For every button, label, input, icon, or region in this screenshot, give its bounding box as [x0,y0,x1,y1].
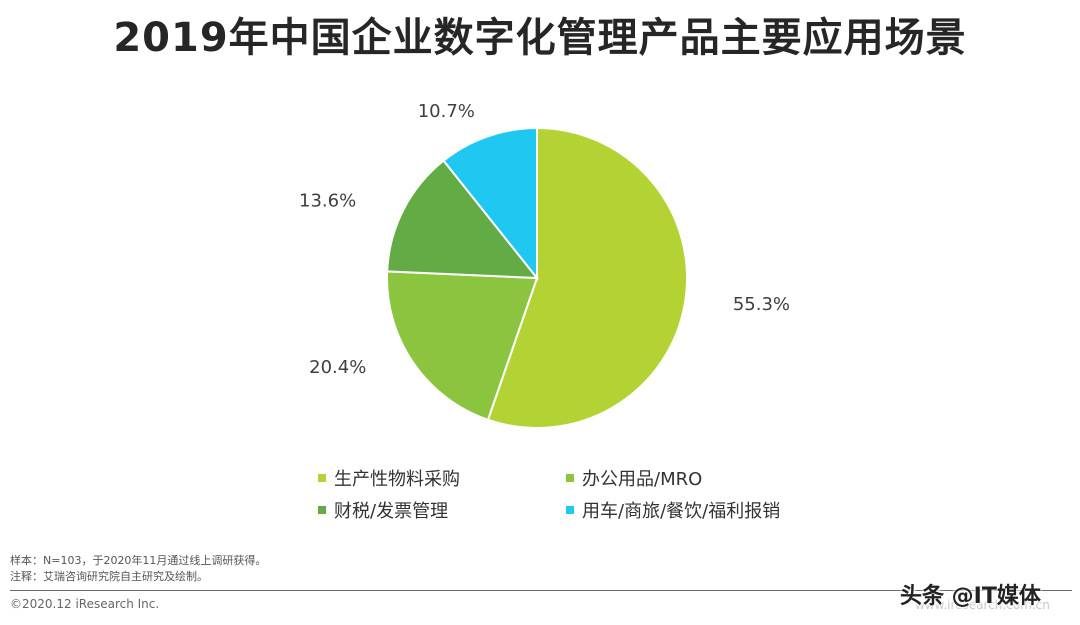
copyright: ©2020.12 iResearch Inc. [10,597,160,611]
legend-item-office-mro: 办公用品/MRO [566,466,826,490]
legend-item-travel-expense: 用车/商旅/餐饮/福利报销 [566,498,826,522]
legend: 生产性物料采购 办公用品/MRO 财税/发票管理 用车/商旅/餐饮/福利报销 [318,466,838,522]
footer-divider [10,590,1072,591]
legend-swatch [318,506,326,514]
legend-label: 财税/发票管理 [334,501,449,522]
legend-label: 用车/商旅/餐饮/福利报销 [582,501,781,522]
legend-label: 办公用品/MRO [582,469,703,490]
legend-item-procurement: 生产性物料采购 [318,466,566,490]
pie-slice [442,126,538,281]
legend-swatch [318,474,326,482]
data-label: 20.4% [309,357,366,378]
footnotes: 样本：N=103，于2020年11月通过线上调研获得。 注释：艾瑞咨询研究院自主… [10,553,266,585]
sample-note: 样本：N=103，于2020年11月通过线上调研获得。 [10,554,267,567]
pie-chart: 55.3% 20.4% 13.6% 10.7% [299,101,790,429]
source-note: 注释：艾瑞咨询研究院自主研究及绘制。 [10,570,208,583]
legend-swatch [566,474,574,482]
data-label: 13.6% [299,190,356,211]
data-label: 55.3% [733,294,790,315]
pie-slice [386,270,539,422]
chart-title: 2019年中国企业数字化管理产品主要应用场景 [113,15,967,61]
watermark: 头条 @IT媒体 [900,584,1041,609]
data-label: 10.7% [418,101,475,122]
legend-swatch [566,506,574,514]
legend-item-tax-invoice: 财税/发票管理 [318,498,566,522]
legend-label: 生产性物料采购 [334,469,460,490]
pie-slice [386,159,540,280]
site-url: www.iresearch.com.cn [915,598,1050,612]
